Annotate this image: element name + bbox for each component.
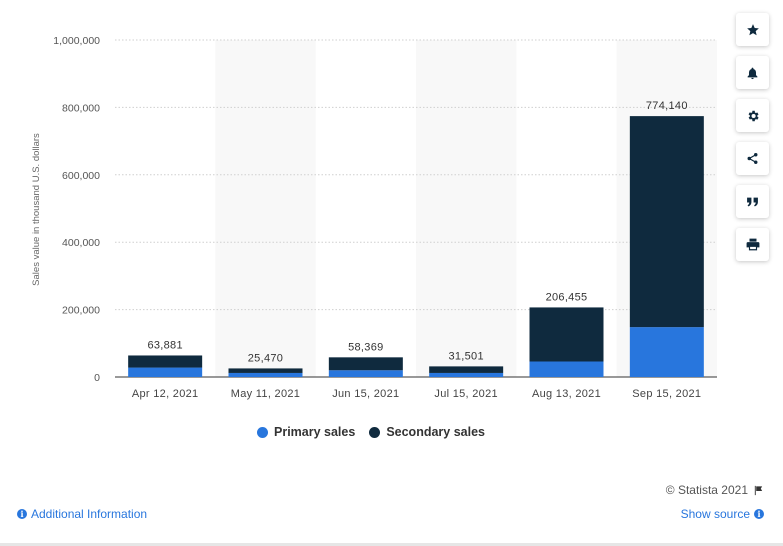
data-label: 774,140 bbox=[646, 100, 688, 112]
legend-item-secondary[interactable]: Secondary sales bbox=[369, 425, 485, 439]
favorite-button[interactable] bbox=[736, 13, 769, 46]
bar-secondary-sales bbox=[429, 366, 504, 373]
data-label: 25,470 bbox=[248, 352, 283, 364]
bar-primary-sales bbox=[529, 361, 604, 377]
x-tick-label: Apr 12, 2021 bbox=[132, 388, 199, 400]
legend: Primary sales Secondary sales bbox=[0, 425, 742, 439]
bar-secondary-sales bbox=[328, 357, 403, 371]
legend-item-primary[interactable]: Primary sales bbox=[257, 425, 355, 439]
x-tick-label: May 11, 2021 bbox=[231, 388, 300, 400]
bar-primary-sales bbox=[228, 372, 303, 377]
y-axis-title: Sales value in thousand U.S. dollars bbox=[31, 133, 42, 286]
y-tick-label: 400,000 bbox=[62, 237, 100, 249]
legend-dot-primary bbox=[257, 426, 268, 438]
x-axis-ticks: Apr 12, 2021 May 11, 2021 Jun 15, 2021 Jul … bbox=[132, 388, 701, 400]
bar-secondary-sales bbox=[228, 368, 303, 373]
y-tick-label: 600,000 bbox=[62, 170, 100, 182]
data-label: 31,501 bbox=[448, 350, 483, 362]
share-icon bbox=[747, 152, 758, 165]
notification-button[interactable] bbox=[736, 56, 769, 89]
bar-secondary-sales bbox=[529, 307, 604, 362]
print-button[interactable] bbox=[736, 228, 769, 261]
additional-information-label: Additional Information bbox=[31, 507, 148, 521]
info-icon: i bbox=[17, 509, 27, 519]
copyright-text: © Statista 2021 bbox=[665, 483, 748, 497]
x-tick-label: Sep 15, 2021 bbox=[632, 388, 701, 400]
y-tick-label: 1,000,000 bbox=[53, 35, 100, 47]
x-tick-label: Jun 15, 2021 bbox=[332, 388, 399, 400]
gear-icon bbox=[748, 110, 759, 121]
legend-label-secondary: Secondary sales bbox=[386, 425, 485, 439]
data-label: 58,369 bbox=[348, 341, 383, 353]
y-axis-ticks: 0 200,000 400,000 600,000 800,000 1,000,000 bbox=[53, 35, 100, 384]
category-band bbox=[215, 40, 316, 377]
print-icon bbox=[746, 238, 759, 251]
y-tick-label: 800,000 bbox=[62, 102, 100, 114]
legend-label-primary: Primary sales bbox=[274, 425, 356, 439]
star-icon bbox=[746, 23, 759, 35]
y-tick-label: 200,000 bbox=[62, 305, 100, 317]
data-label: 63,881 bbox=[147, 339, 182, 351]
flag-icon[interactable] bbox=[753, 485, 764, 496]
category-band bbox=[416, 40, 517, 377]
cite-button[interactable] bbox=[736, 185, 769, 218]
info-icon: i bbox=[754, 509, 764, 519]
legend-dot-secondary bbox=[369, 426, 381, 438]
bar-secondary-sales bbox=[128, 355, 203, 368]
bar-secondary-sales bbox=[629, 116, 704, 328]
value-labels: 63,881 25,470 58,369 31,501 206,455 774,140 bbox=[147, 100, 687, 364]
bottom-divider bbox=[0, 543, 783, 546]
quote-icon bbox=[747, 197, 758, 206]
bar-primary-sales bbox=[328, 370, 403, 377]
share-button[interactable] bbox=[736, 142, 769, 175]
bar-primary-sales bbox=[128, 367, 203, 377]
copyright: © Statista 2021 bbox=[666, 483, 764, 497]
x-tick-label: Jul 15, 2021 bbox=[434, 388, 498, 400]
show-source-label: Show source bbox=[680, 507, 750, 521]
settings-button[interactable] bbox=[736, 99, 769, 132]
show-source-link[interactable]: Show source i bbox=[681, 507, 764, 521]
bell-icon bbox=[747, 67, 758, 79]
data-label: 206,455 bbox=[546, 291, 588, 303]
x-tick-label: Aug 13, 2021 bbox=[532, 388, 601, 400]
bar-primary-sales bbox=[429, 372, 504, 377]
sidebar-toolbar bbox=[736, 13, 769, 261]
gridlines bbox=[115, 39, 717, 378]
bar-primary-sales bbox=[629, 327, 704, 377]
y-tick-label: 0 bbox=[94, 372, 100, 384]
additional-information-link[interactable]: i Additional Information bbox=[17, 507, 147, 521]
bars bbox=[128, 116, 704, 377]
